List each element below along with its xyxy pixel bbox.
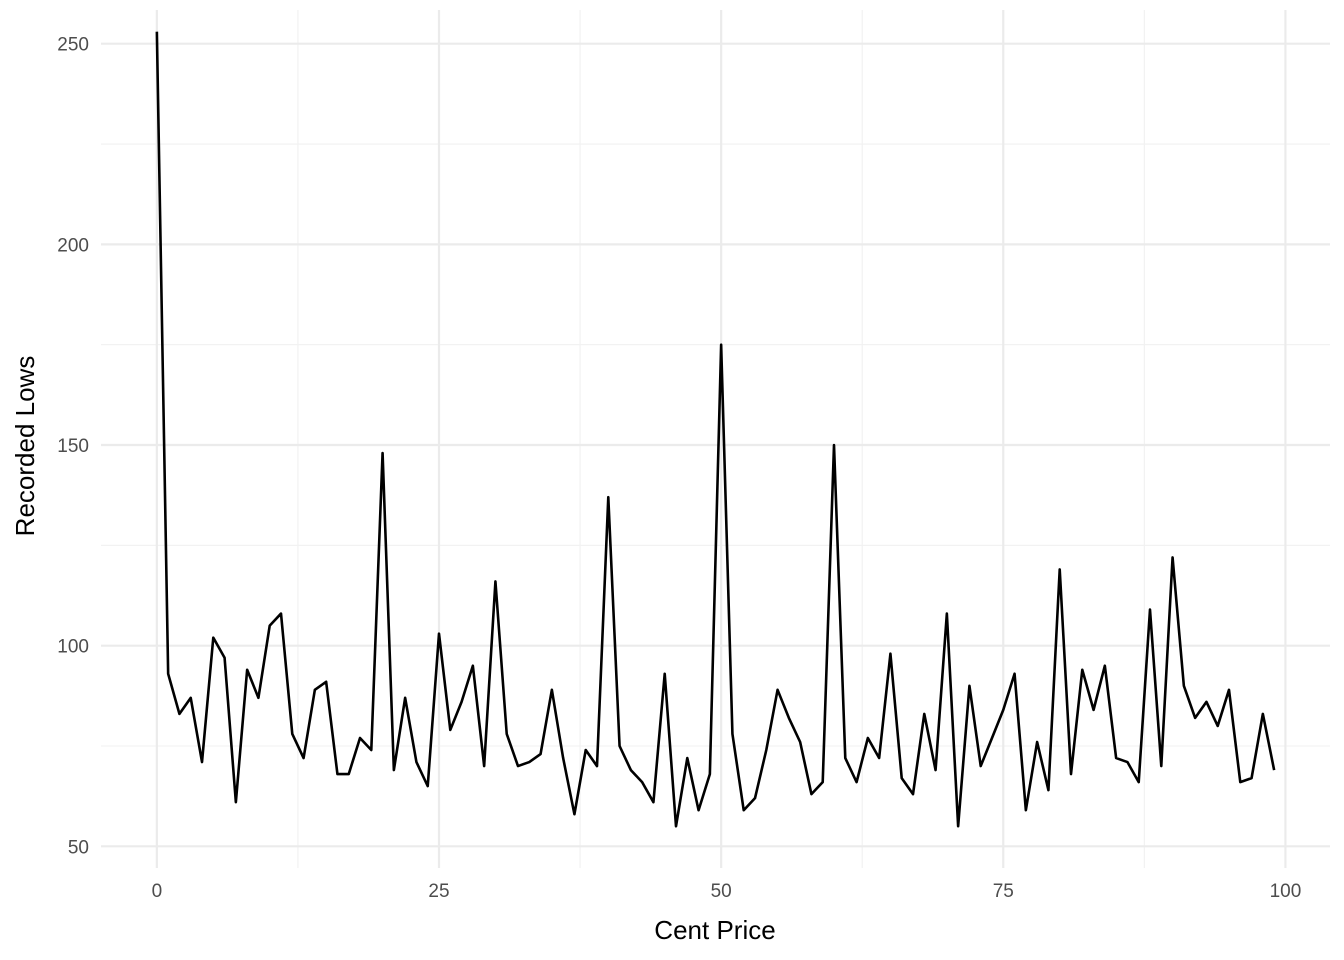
y-tick-label: 100 [57, 637, 89, 658]
y-tick-label: 250 [57, 35, 89, 56]
series-layer [155, 31, 1276, 828]
series-line [155, 31, 1276, 828]
x-tick-label: 50 [711, 881, 732, 902]
y-tick-label: 50 [68, 837, 89, 858]
y-axis-title: Recorded Lows [10, 356, 40, 537]
x-tick-label: 100 [1270, 881, 1302, 902]
tick-labels: 0 25 50 75 100 50 100 150 200 250 [57, 35, 1301, 902]
grid-lines [101, 10, 1330, 868]
y-tick-label: 150 [57, 436, 89, 457]
x-tick-label: 75 [993, 881, 1014, 902]
x-tick-label: 25 [428, 881, 449, 902]
x-tick-label: 0 [152, 881, 163, 902]
y-tick-label: 200 [57, 235, 89, 256]
x-axis-title: Cent Price [654, 915, 775, 945]
